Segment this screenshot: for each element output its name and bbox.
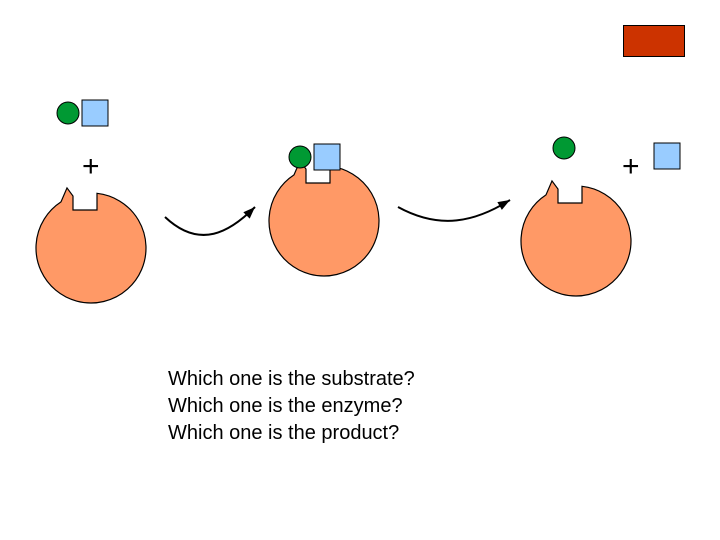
substrate-circle (553, 137, 575, 159)
enzyme-blob (269, 161, 379, 276)
reaction-arrow (165, 207, 255, 235)
reaction-arrow (398, 200, 510, 221)
substrate-square (82, 100, 108, 126)
substrate-circle (289, 146, 311, 168)
substrate-square (314, 144, 340, 170)
substrate-circle (57, 102, 79, 124)
shapes-layer (0, 0, 720, 540)
enzyme-blob (521, 181, 631, 296)
diagram-stage: + + Which one is the substrate? Which on… (0, 0, 720, 540)
enzyme-blob (36, 188, 146, 303)
substrate-square (654, 143, 680, 169)
reaction-arrow-head (497, 200, 510, 210)
